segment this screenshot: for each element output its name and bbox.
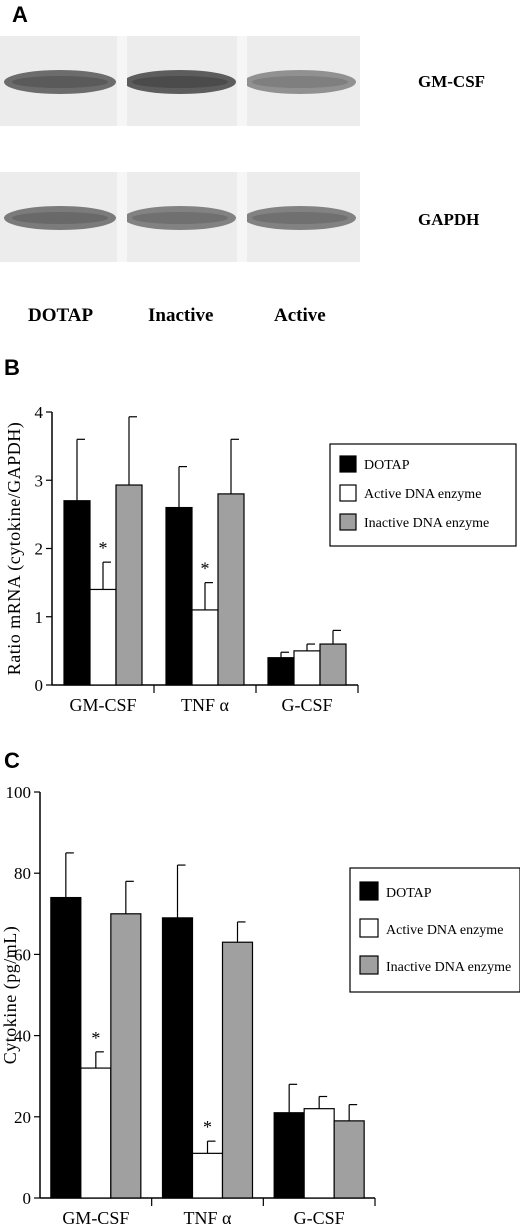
x-category-label: GM-CSF	[62, 1208, 129, 1228]
blot-band-core	[12, 76, 108, 88]
legend-swatch	[359, 955, 379, 975]
legend-label: DOTAP	[364, 458, 410, 473]
bar	[267, 657, 295, 686]
y-axis-label: Cytokine (pg/mL)	[0, 926, 21, 1064]
lane-label-inactive: Inactive	[148, 305, 214, 326]
lane-label-active: Active	[274, 305, 326, 326]
bar	[110, 913, 142, 1199]
band-label-gm-csf: GM-CSF	[418, 72, 486, 91]
lane-gap	[117, 36, 127, 126]
y-tick-label: 1	[35, 608, 44, 627]
blot-band-core	[132, 76, 228, 88]
legend-swatch	[339, 484, 357, 502]
significance-mark: *	[201, 559, 210, 579]
bar	[191, 1152, 224, 1199]
y-tick-label: 0	[35, 676, 44, 695]
y-tick-label: 100	[6, 783, 32, 802]
band-label-gapdh: GAPDH	[418, 210, 480, 229]
legend-label: DOTAP	[386, 886, 432, 901]
bar	[191, 609, 219, 686]
bar	[63, 500, 91, 686]
x-category-label: G-CSF	[294, 1208, 345, 1228]
x-category-label: TNF α	[184, 1208, 233, 1228]
y-tick-label: 4	[35, 403, 44, 422]
y-tick-label: 2	[35, 540, 44, 559]
significance-mark: *	[99, 538, 108, 558]
blot-gapdh	[0, 172, 360, 262]
bar	[221, 941, 254, 1199]
bar	[303, 1108, 335, 1199]
blot-gm-csf	[0, 36, 360, 126]
legend-swatch	[339, 455, 357, 473]
bar	[50, 896, 82, 1199]
blot-band-core	[252, 76, 348, 88]
y-tick-label: 0	[23, 1189, 32, 1208]
bar	[89, 588, 117, 686]
y-tick-label: 20	[14, 1108, 31, 1127]
panel-c-letter: C	[4, 748, 20, 773]
chart-mrna-ratio: 0 1 2 3 4 Ratio mRNA (cytokine/GAPDH) * GM-CSF *…	[4, 403, 517, 715]
y-axis-label: Ratio mRNA (cytokine/GAPDH)	[4, 422, 25, 676]
bar	[161, 917, 194, 1199]
bar	[115, 484, 143, 686]
legend-swatch	[339, 513, 357, 531]
significance-mark: *	[91, 1028, 100, 1048]
y-tick-label: 40	[14, 1027, 31, 1046]
lane-gap	[237, 172, 247, 262]
bar	[333, 1120, 365, 1199]
lane-gap	[117, 172, 127, 262]
bar	[319, 643, 347, 686]
panel-b-letter: B	[4, 355, 20, 380]
x-category-label: GM-CSF	[69, 695, 136, 715]
y-tick-label: 60	[14, 945, 31, 964]
legend-swatch	[359, 918, 379, 938]
legend-label: Active DNA enzyme	[364, 487, 481, 502]
bar	[293, 650, 321, 686]
significance-mark: *	[203, 1117, 212, 1137]
legend-label: Inactive DNA enzyme	[386, 960, 511, 975]
legend-swatch	[359, 881, 379, 901]
x-category-label: G-CSF	[281, 695, 332, 715]
legend-label: Inactive DNA enzyme	[364, 516, 489, 531]
bar	[165, 506, 193, 686]
lane-gap	[237, 36, 247, 126]
legend-box	[329, 443, 517, 547]
y-tick-label: 80	[14, 864, 31, 883]
blot-band-core	[132, 212, 228, 224]
legend-label: Active DNA enzyme	[386, 923, 503, 938]
y-tick-label: 3	[35, 471, 44, 490]
blot-band-core	[252, 212, 348, 224]
panel-a-letter: A	[12, 2, 28, 27]
bar	[217, 493, 245, 686]
bar	[273, 1112, 305, 1199]
blot-band-core	[12, 212, 108, 224]
bar	[80, 1067, 112, 1199]
x-category-label: TNF α	[181, 695, 230, 715]
lane-label-dotap: DOTAP	[28, 305, 94, 326]
chart-cytokine-protein: 0 20 40 60 80 100 Cytokine (pg/mL) * GM-CSF * TNF …	[0, 783, 520, 1228]
